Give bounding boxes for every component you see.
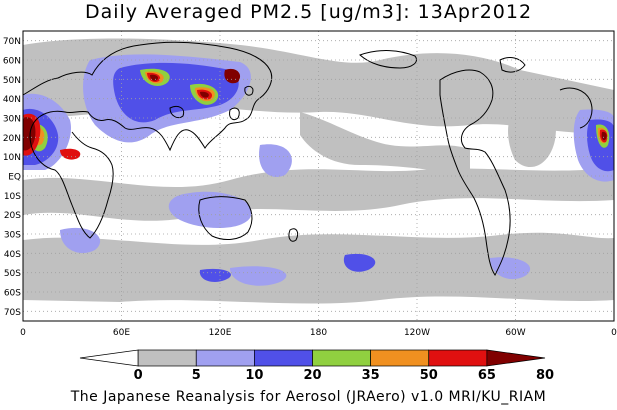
colorbar-low-arrow <box>79 349 139 367</box>
colorbar-tick-label: 0 <box>134 368 143 383</box>
latitude-label: 70S <box>4 308 21 318</box>
colorbar-tick-label: 5 <box>192 368 201 383</box>
graticule <box>23 31 614 321</box>
colorbar-swatch <box>312 349 371 367</box>
colorbar-swatch <box>254 349 313 367</box>
map-title: Daily Averaged PM2.5 [ug/m3]: 13Apr2012 <box>84 1 533 23</box>
colorbar-swatch <box>195 349 255 367</box>
colorbar-tick-label: 10 <box>245 368 263 383</box>
latitude-label: 30N <box>3 115 21 125</box>
longitude-labels: 0 60E 120E 180 120W 60W 0 <box>20 328 617 338</box>
latitude-label: 40N <box>3 95 21 105</box>
latitude-label: 20S <box>4 211 21 221</box>
latitude-label: 20N <box>3 134 21 144</box>
latitude-labels: 70N 60N 50N 40N 30N 20N 10N EQ 10S 20S 30S 40S 50S 60… <box>3 37 21 318</box>
latitude-label: 60S <box>4 289 21 299</box>
colorbar-high-arrow <box>486 349 546 367</box>
longitude-label: 120E <box>209 328 232 338</box>
longitude-label: 60W <box>505 328 525 338</box>
colorbar-tick-label: 50 <box>420 368 438 383</box>
coastlines <box>23 41 593 276</box>
latitude-label: EQ <box>8 173 21 183</box>
latitude-label: 50N <box>3 76 21 86</box>
map-frame <box>22 30 615 322</box>
colorbar-tick-label: 65 <box>478 368 496 383</box>
latitude-label: 70N <box>3 37 21 47</box>
longitude-label: 180 <box>310 328 327 338</box>
colorbar-swatch <box>137 349 197 367</box>
longitude-label: 0 <box>611 328 617 338</box>
longitude-label: 120W <box>404 328 430 338</box>
colorbar: 0 5 10 20 35 50 65 80 <box>79 349 554 383</box>
latitude-label: 10N <box>3 153 21 163</box>
longitude-label: 0 <box>20 328 26 338</box>
latitude-label: 50S <box>4 269 21 279</box>
colorbar-tick-label: 20 <box>303 368 321 383</box>
latitude-label: 30S <box>4 231 21 241</box>
colorbar-tick-label: 80 <box>536 368 554 383</box>
latitude-label: 60N <box>3 57 21 67</box>
colorbar-swatch <box>428 349 488 367</box>
longitude-label: 60E <box>113 328 130 338</box>
colorbar-tick-label: 35 <box>362 368 380 383</box>
colorbar-swatch <box>370 349 430 367</box>
concentration-field <box>23 38 614 304</box>
pm25-map: 70N 60N 50N 40N 30N 20N 10N EQ 10S 20S 30S 40S 50S 60… <box>3 30 617 338</box>
footer-credit: The Japanese Reanalysis for Aerosol (JRA… <box>70 389 547 405</box>
latitude-label: 10S <box>4 192 21 202</box>
latitude-label: 40S <box>4 250 21 260</box>
